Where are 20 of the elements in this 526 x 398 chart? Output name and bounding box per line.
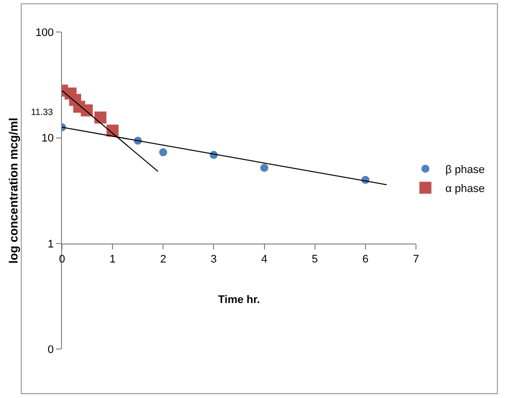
legend-label: α phase	[445, 182, 485, 195]
legend-label: β phase	[445, 164, 485, 176]
y-tick-label: 1	[48, 238, 54, 250]
x-tick-label: 2	[160, 254, 166, 266]
point	[159, 148, 168, 156]
x-tick-label: 5	[312, 254, 318, 266]
x-tick-label: 3	[210, 254, 217, 266]
y-tick-label: 10	[42, 132, 54, 145]
y-tick-label: 100	[35, 27, 54, 40]
point	[260, 164, 268, 172]
x-tick-label: 0	[58, 254, 66, 266]
x-tick-label: 6	[362, 254, 368, 266]
x-axis-title: Time hr.	[218, 294, 260, 306]
text: 11.33	[31, 107, 53, 117]
point	[94, 111, 106, 124]
y-axis-title: log concentration mcg/ml	[6, 118, 21, 264]
y-tick-label: 0	[48, 344, 54, 356]
x-tick-label: 4	[261, 254, 268, 266]
x-tick-label: 7	[412, 254, 420, 266]
x-tick-label: 1	[110, 254, 116, 266]
